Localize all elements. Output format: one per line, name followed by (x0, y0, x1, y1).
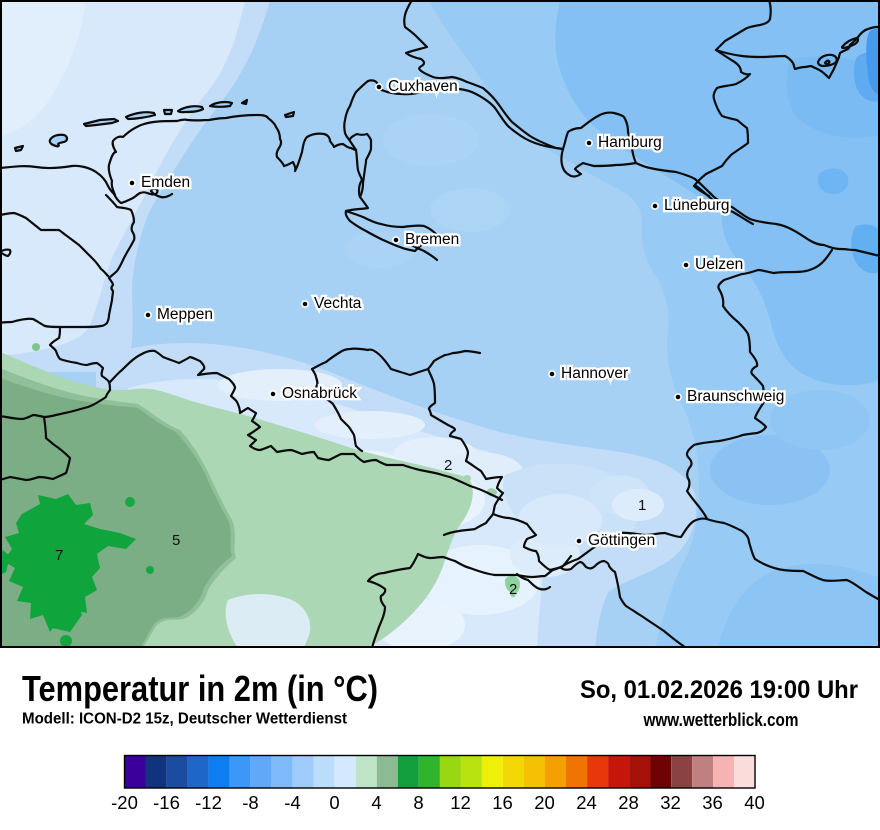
svg-text:-8: -8 (242, 792, 258, 813)
svg-text:5: 5 (172, 532, 180, 549)
svg-text:Modell: ICON-D2 15z, Deutscher: Modell: ICON-D2 15z, Deutscher Wetterdie… (22, 711, 347, 728)
svg-text:-20: -20 (111, 792, 138, 813)
svg-text:Temperatur in 2m (in °C): Temperatur in 2m (in °C) (22, 668, 378, 709)
svg-text:2: 2 (444, 457, 452, 474)
svg-text:12: 12 (450, 792, 471, 813)
svg-text:36: 36 (702, 792, 723, 813)
svg-text:32: 32 (660, 792, 681, 813)
svg-text:0: 0 (329, 792, 339, 813)
svg-text:Hannover: Hannover (561, 365, 628, 382)
svg-text:20: 20 (534, 792, 555, 813)
svg-text:16: 16 (492, 792, 513, 813)
svg-text:-4: -4 (284, 792, 300, 813)
svg-text:Hamburg: Hamburg (598, 134, 662, 151)
svg-text:8: 8 (413, 792, 423, 813)
svg-text:www.wetterblick.com: www.wetterblick.com (643, 710, 799, 730)
svg-text:-16: -16 (153, 792, 180, 813)
svg-text:Lüneburg: Lüneburg (664, 197, 730, 214)
svg-text:Osnabrück: Osnabrück (282, 385, 357, 402)
svg-text:Göttingen: Göttingen (588, 532, 655, 549)
svg-text:Uelzen: Uelzen (695, 256, 743, 273)
svg-text:40: 40 (744, 792, 765, 813)
svg-text:2: 2 (509, 581, 517, 598)
svg-text:Bremen: Bremen (405, 231, 459, 248)
svg-text:28: 28 (618, 792, 639, 813)
svg-text:7: 7 (55, 547, 63, 564)
svg-text:Braunschweig: Braunschweig (687, 388, 784, 405)
svg-text:Meppen: Meppen (157, 306, 213, 323)
svg-text:So, 01.02.2026 19:00 Uhr: So, 01.02.2026 19:00 Uhr (580, 676, 858, 704)
svg-text:Cuxhaven: Cuxhaven (388, 78, 458, 95)
svg-text:24: 24 (576, 792, 597, 813)
svg-text:1: 1 (638, 497, 646, 514)
svg-text:-12: -12 (195, 792, 222, 813)
svg-text:Emden: Emden (141, 174, 190, 191)
svg-text:Vechta: Vechta (314, 295, 362, 312)
svg-text:4: 4 (371, 792, 381, 813)
